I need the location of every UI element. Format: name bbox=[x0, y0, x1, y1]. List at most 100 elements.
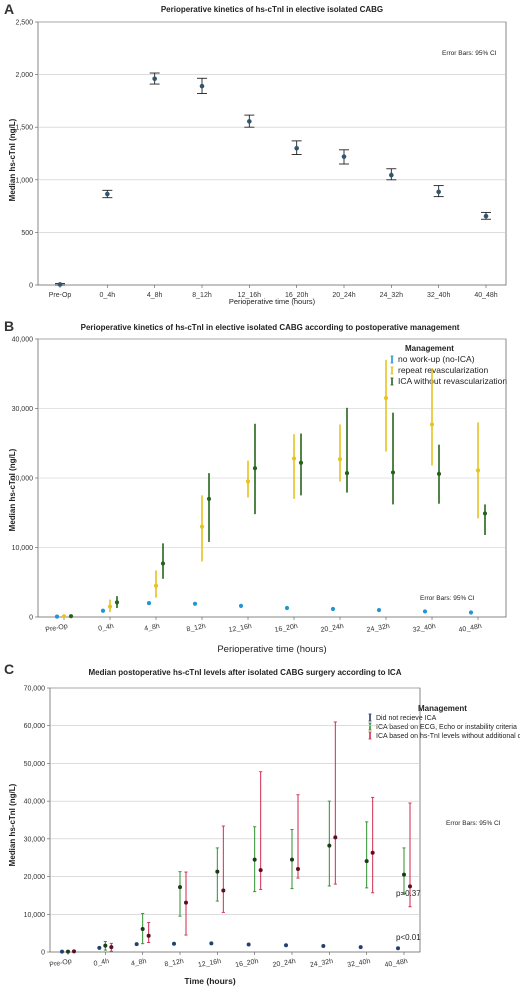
data-point bbox=[344, 471, 350, 476]
data-point bbox=[358, 945, 363, 950]
data-point bbox=[221, 888, 226, 893]
y-tick-label: 0 bbox=[41, 950, 45, 957]
data-point bbox=[57, 282, 63, 287]
panel-b-title: Perioperative kinetics of hs-cTnI in ele… bbox=[81, 323, 460, 332]
data-point bbox=[422, 609, 428, 614]
x-tick-label: Pre-Op bbox=[49, 958, 73, 969]
legend-label: ICA without revascularization bbox=[398, 376, 507, 386]
data-point bbox=[109, 945, 114, 950]
y-tick-label: 40,000 bbox=[24, 799, 46, 806]
x-tick-label: 32_40h bbox=[427, 292, 450, 299]
panel-b-letter: B bbox=[4, 318, 14, 334]
x-tick-label: 24_32h bbox=[309, 958, 333, 969]
data-point bbox=[296, 867, 300, 872]
data-point bbox=[146, 933, 151, 938]
x-tick-label: 0_4h bbox=[100, 292, 116, 299]
panel-a-error-note: Error Bars: 95% CI bbox=[442, 50, 497, 57]
data-point bbox=[114, 600, 120, 605]
data-point bbox=[192, 601, 198, 606]
y-tick-label: 1,000 bbox=[15, 177, 33, 184]
data-point bbox=[252, 466, 258, 471]
x-tick-label: 40_48h bbox=[384, 958, 408, 969]
data-point bbox=[429, 422, 435, 427]
data-point bbox=[209, 941, 214, 946]
panel-c-legend: Did not recieve ICA ICA based on ECG, Ech… bbox=[368, 713, 520, 740]
data-point bbox=[258, 868, 263, 873]
data-point bbox=[97, 945, 102, 950]
y-tick-label: 50,000 bbox=[24, 761, 46, 768]
data-point bbox=[206, 496, 212, 501]
x-tick-label: 8_12h bbox=[186, 623, 206, 633]
y-tick-label: 0 bbox=[29, 615, 33, 622]
data-point bbox=[364, 859, 369, 864]
data-point bbox=[284, 943, 288, 948]
legend-label: no work-up (no-ICA) bbox=[398, 354, 475, 364]
x-tick-label: 12_16h bbox=[228, 623, 252, 634]
panel-c-plot: 0 10,000 20,000 30,000 40,000 50,000 60,000 70,… bbox=[24, 686, 421, 969]
data-point bbox=[370, 850, 375, 855]
data-point bbox=[66, 949, 70, 954]
data-point bbox=[333, 835, 338, 840]
data-point bbox=[238, 603, 244, 608]
data-point bbox=[199, 524, 205, 529]
y-tick-label: 10,000 bbox=[24, 912, 46, 919]
x-tick-label: Pre-Op bbox=[49, 292, 72, 299]
data-point bbox=[383, 395, 389, 401]
data-point bbox=[327, 843, 332, 848]
y-tick-label: 500 bbox=[21, 230, 33, 237]
x-tick-label: 32_40h bbox=[412, 623, 436, 634]
data-point bbox=[140, 926, 145, 931]
data-point bbox=[160, 561, 166, 566]
y-tick-label: 60,000 bbox=[24, 723, 46, 730]
x-tick-label: 32_40h bbox=[347, 958, 371, 969]
y-tick-label: 1,500 bbox=[15, 125, 33, 132]
data-point bbox=[100, 608, 106, 613]
x-tick-label: 0_4h bbox=[93, 958, 110, 968]
data-point bbox=[468, 610, 474, 615]
panel-a-title: Perioperative kinetics of hs-cTnI in ele… bbox=[161, 5, 383, 14]
panel-a: A Perioperative kinetics of hs-cTnI in e… bbox=[4, 1, 507, 306]
panel-a-x-axis-label: Perioperative time (hours) bbox=[229, 297, 316, 306]
legend-label: ICA based on hs-TnI levels without addit… bbox=[376, 733, 520, 740]
plot-frame bbox=[37, 21, 507, 286]
x-tick-label: 20_24h bbox=[332, 292, 355, 299]
data-point bbox=[54, 614, 60, 619]
data-point bbox=[389, 172, 394, 178]
data-point bbox=[390, 470, 396, 475]
x-tick-label: 20_24h bbox=[272, 958, 296, 969]
y-tick-label: 10,000 bbox=[12, 545, 34, 552]
panel-c-legend-title: Management bbox=[418, 704, 467, 713]
data-point bbox=[291, 456, 297, 461]
data-point bbox=[294, 145, 299, 151]
x-tick-label: 16_20h bbox=[285, 292, 308, 299]
x-tick-label: 0_4h bbox=[98, 623, 115, 633]
panel-c-x-axis-label: Time (hours) bbox=[184, 976, 235, 986]
panel-c-y-axis-label: Median hs-cTnI (ng/L) bbox=[8, 783, 17, 866]
data-point bbox=[153, 583, 159, 588]
data-point bbox=[178, 885, 182, 890]
data-point bbox=[483, 213, 489, 219]
data-point bbox=[152, 76, 157, 82]
data-point bbox=[68, 614, 74, 619]
data-point bbox=[172, 941, 176, 946]
legend-label: repeat revascularization bbox=[398, 365, 489, 375]
data-point bbox=[245, 479, 251, 484]
panel-b-error-note: Error Bars: 95% CI bbox=[420, 595, 475, 602]
data-point bbox=[146, 601, 152, 606]
data-point bbox=[246, 942, 251, 947]
data-point bbox=[321, 943, 326, 948]
y-tick-label: 2,500 bbox=[15, 20, 33, 27]
data-point bbox=[60, 949, 64, 954]
data-point bbox=[107, 604, 113, 609]
x-tick-label: 24_32h bbox=[380, 292, 403, 299]
x-tick-label: 4_8h bbox=[130, 958, 147, 968]
panel-a-letter: A bbox=[4, 1, 14, 17]
y-tick-label: 2,000 bbox=[15, 72, 33, 79]
data-point bbox=[103, 943, 108, 948]
panel-c-p-value-2: p<0.01 bbox=[396, 933, 421, 942]
y-tick-label: 30,000 bbox=[24, 836, 46, 843]
data-point bbox=[436, 471, 442, 476]
data-point bbox=[330, 606, 336, 612]
panel-c: C Median postoperative hs-cTnI levels af… bbox=[4, 661, 520, 986]
